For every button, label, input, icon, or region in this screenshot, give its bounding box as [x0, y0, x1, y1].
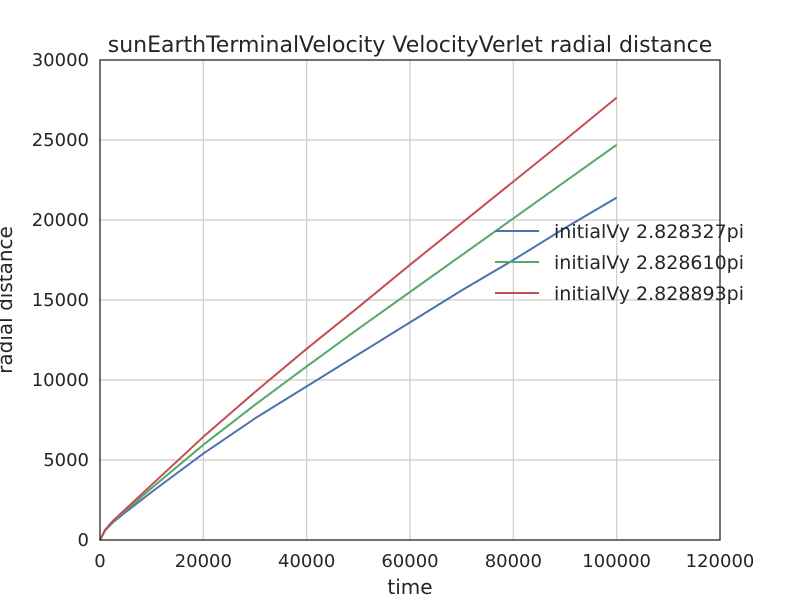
x-tick-labels: 0 20000 40000 60000 80000 100000 120000: [94, 551, 754, 572]
x-axis-label: time: [387, 575, 432, 599]
legend-label: initialVy 2.828327pi: [554, 221, 744, 243]
legend-label: initialVy 2.828893pi: [554, 283, 744, 305]
y-tick-label: 30000: [32, 50, 89, 71]
x-tick-label: 120000: [686, 551, 755, 572]
plot-frame: [99, 59, 721, 541]
y-tick-label: 0: [78, 530, 89, 551]
y-tick-label: 10000: [32, 370, 89, 391]
series-layer: [99, 96, 618, 541]
series-line-3: [99, 96, 618, 541]
chart-title: sunEarthTerminalVelocity VelocityVerlet …: [108, 33, 713, 58]
legend: initialVy 2.828327pi initialVy 2.828610pi…: [495, 221, 744, 305]
x-tick-label: 0: [94, 551, 105, 572]
x-tick-label: 100000: [582, 551, 651, 572]
x-tick-label: 60000: [381, 551, 438, 572]
x-tick-label: 20000: [175, 551, 232, 572]
legend-label: initialVy 2.828610pi: [554, 252, 744, 274]
grid-lines: [100, 60, 720, 540]
y-tick-label: 20000: [32, 210, 89, 231]
y-tick-label: 5000: [43, 450, 89, 471]
y-tick-label: 25000: [32, 130, 89, 151]
y-tick-labels: 0 5000 10000 15000 20000 25000 30000: [32, 50, 89, 551]
y-tick-label: 15000: [32, 290, 89, 311]
x-tick-label: 80000: [485, 551, 542, 572]
y-axis-label: radial distance: [0, 226, 17, 374]
x-tick-label: 40000: [278, 551, 335, 572]
